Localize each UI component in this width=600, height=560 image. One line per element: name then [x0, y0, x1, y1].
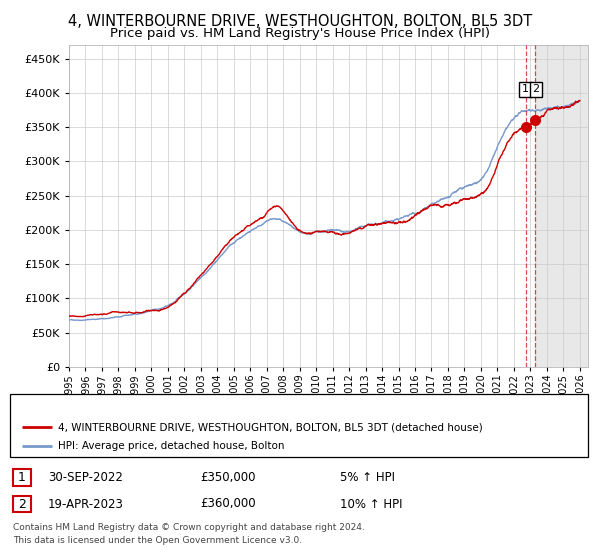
Text: HPI: Average price, detached house, Bolton: HPI: Average price, detached house, Bolt… [58, 441, 284, 451]
FancyBboxPatch shape [10, 394, 588, 458]
Text: 5% ↑ HPI: 5% ↑ HPI [340, 472, 395, 484]
Text: £360,000: £360,000 [200, 497, 256, 511]
Text: 2: 2 [532, 85, 539, 94]
Text: 10% ↑ HPI: 10% ↑ HPI [340, 497, 403, 511]
FancyBboxPatch shape [13, 469, 31, 486]
Text: 4, WINTERBOURNE DRIVE, WESTHOUGHTON, BOLTON, BL5 3DT (detached house): 4, WINTERBOURNE DRIVE, WESTHOUGHTON, BOL… [58, 422, 483, 432]
Text: £350,000: £350,000 [200, 472, 256, 484]
Bar [535, 45, 588, 367]
Text: 2: 2 [18, 497, 26, 511]
FancyBboxPatch shape [13, 496, 31, 512]
Text: Contains HM Land Registry data © Crown copyright and database right 2024.
This d: Contains HM Land Registry data © Crown c… [13, 523, 365, 545]
Text: 1: 1 [522, 85, 529, 94]
Text: 1: 1 [18, 472, 26, 484]
Text: 4, WINTERBOURNE DRIVE, WESTHOUGHTON, BOLTON, BL5 3DT: 4, WINTERBOURNE DRIVE, WESTHOUGHTON, BOL… [68, 14, 532, 29]
Text: Price paid vs. HM Land Registry's House Price Index (HPI): Price paid vs. HM Land Registry's House … [110, 27, 490, 40]
Text: 30-SEP-2022: 30-SEP-2022 [48, 472, 123, 484]
Text: 19-APR-2023: 19-APR-2023 [48, 497, 124, 511]
